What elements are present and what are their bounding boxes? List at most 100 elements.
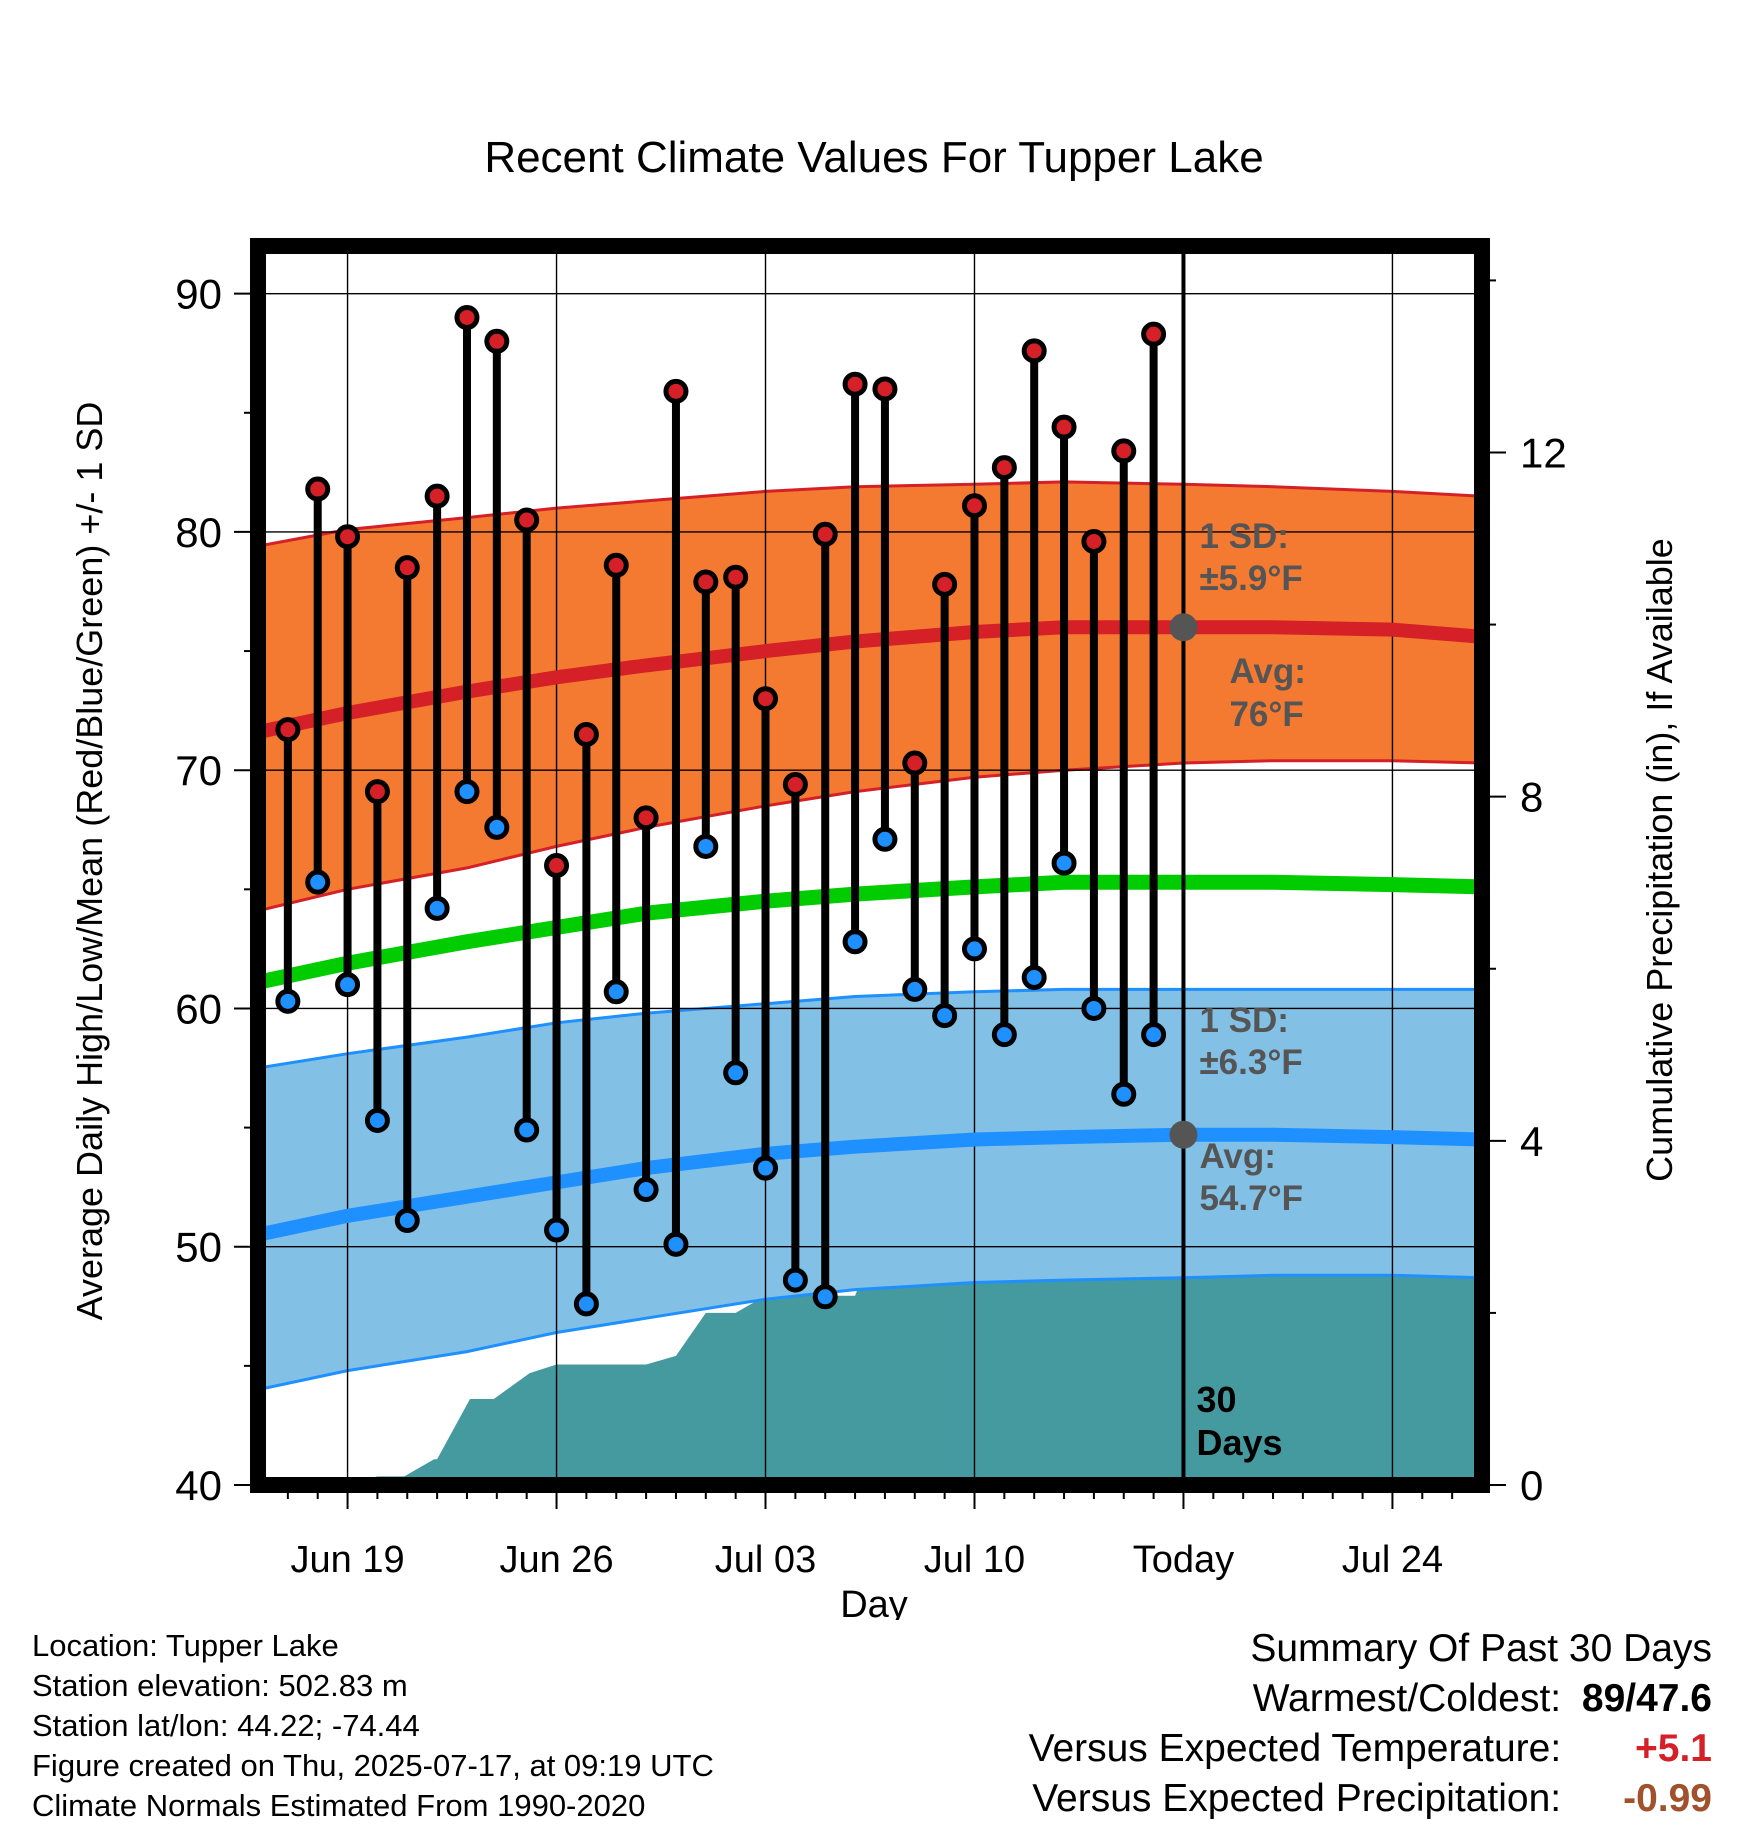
y-tick-label: 50: [175, 1224, 222, 1271]
daily-high-point: [305, 476, 331, 502]
daily-high-point: [693, 569, 719, 595]
daily-high-point: [1021, 338, 1047, 364]
daily-low-point: [902, 976, 928, 1002]
daily-high-point: [394, 555, 420, 581]
daily-low-point: [633, 1177, 659, 1203]
daily-low-point: [514, 1117, 540, 1143]
daily-low-point: [424, 895, 450, 921]
daily-high-point: [573, 721, 599, 747]
normals-text: Climate Normals Estimated From 1990-2020: [32, 1788, 646, 1823]
y2-tick-label: 8: [1520, 774, 1543, 821]
daily-high-point: [753, 686, 779, 712]
today-days-label: Days: [1196, 1422, 1282, 1463]
y2-tick-label: 4: [1520, 1118, 1543, 1165]
daily-high-point: [1051, 414, 1077, 440]
daily-observations: [275, 304, 1167, 1317]
summary-panel: Summary Of Past 30 Days Warmest/Coldest:…: [1029, 1624, 1712, 1824]
daily-low-point: [573, 1291, 599, 1317]
normal-low-band-lower: [258, 1273, 1482, 1392]
high-avg-value: 76°F: [1229, 695, 1303, 734]
daily-low-point: [544, 1217, 570, 1243]
y-tick-label: 40: [175, 1462, 222, 1509]
x-tick-label: Today: [1133, 1539, 1234, 1581]
daily-low-point: [364, 1107, 390, 1133]
daily-low-point: [872, 826, 898, 852]
daily-high-point: [872, 376, 898, 402]
daily-high-point: [723, 564, 749, 590]
normal-low-band-upper: [258, 987, 1482, 1070]
daily-high-point: [633, 805, 659, 831]
y-tick-label: 90: [175, 271, 222, 318]
latlon-text: Station lat/lon: 44.22; -74.44: [32, 1708, 420, 1743]
daily-low-point: [275, 988, 301, 1014]
temp-departure-label: Versus Expected Temperature:: [1028, 1727, 1562, 1770]
daily-low-point: [753, 1155, 779, 1181]
daily-low-point: [1111, 1081, 1137, 1107]
low-avg-value: 54.7°F: [1199, 1179, 1303, 1218]
daily-high-point: [782, 771, 808, 797]
high-avg-label: Avg:: [1229, 652, 1305, 691]
today-days-label: 30: [1196, 1379, 1236, 1420]
y-axis-label: Average Daily High/Low/Mean (Red/Blue/Gr…: [69, 402, 110, 1321]
precip-departure-label: Versus Expected Precipitation:: [1032, 1777, 1562, 1820]
daily-low-point: [335, 972, 361, 998]
daily-low-point: [932, 1003, 958, 1029]
high-sd-value: ±5.9°F: [1199, 559, 1302, 598]
daily-low-point: [484, 814, 510, 840]
daily-low-point: [693, 833, 719, 859]
climate-chart: Recent Climate Values For Tupper Lake 1 …: [69, 133, 1680, 1620]
daily-high-point: [335, 524, 361, 550]
daily-high-point: [275, 717, 301, 743]
daily-low-point: [1051, 850, 1077, 876]
location-text: Location: Tupper Lake: [32, 1628, 339, 1663]
daily-low-point: [1021, 964, 1047, 990]
daily-high-point: [663, 378, 689, 404]
normal-low-band: [258, 989, 1482, 1390]
temp-departure-value: +5.1: [1635, 1727, 1712, 1770]
daily-high-point: [484, 328, 510, 354]
station-info: Location: Tupper Lake Station elevation:…: [32, 1626, 714, 1826]
daily-high-point: [902, 750, 928, 776]
daily-high-point: [364, 779, 390, 805]
daily-high-point: [424, 483, 450, 509]
daily-high-point: [544, 853, 570, 878]
daily-high-point: [454, 304, 480, 330]
daily-high-point: [1111, 438, 1137, 464]
daily-low-point: [991, 1022, 1017, 1048]
warmest-value: 89/47.6: [1581, 1677, 1712, 1720]
daily-low-point: [782, 1267, 808, 1293]
daily-low-point: [603, 979, 629, 1005]
created-text: Figure created on Thu, 2025-07-17, at 09…: [32, 1748, 714, 1783]
normal-high-band: [258, 481, 1482, 911]
summary-temp-row: Versus Expected Temperature: +5.1: [1029, 1724, 1712, 1774]
daily-low-point: [1081, 995, 1107, 1021]
daily-low-point: [842, 929, 868, 955]
daily-low-point: [663, 1231, 689, 1257]
warmest-label: Warmest/Coldest:: [1252, 1677, 1562, 1720]
low-sd-value: ±6.3°F: [1199, 1043, 1302, 1082]
daily-low-point: [812, 1284, 838, 1310]
daily-low-point: [723, 1060, 749, 1086]
plot-frame: [250, 238, 1490, 1493]
daily-high-point: [1081, 528, 1107, 554]
daily-high-point: [1141, 321, 1167, 347]
daily-low-point: [305, 869, 331, 895]
today-avg-low-marker: [1169, 1120, 1198, 1149]
today-avg-high-marker: [1169, 613, 1198, 642]
y-tick-label: 80: [175, 509, 222, 556]
precip-departure-value: -0.99: [1623, 1777, 1712, 1820]
x-tick-label: Jun 19: [291, 1539, 405, 1581]
x-tick-label: Jun 26: [499, 1539, 613, 1581]
low-avg-label: Avg:: [1199, 1137, 1275, 1176]
x-tick-label: Jul 03: [715, 1539, 816, 1581]
y2-axis-label: Cumulative Precipitation (in), If Availa…: [1639, 538, 1680, 1182]
daily-low-point: [394, 1208, 420, 1234]
daily-low-point: [961, 936, 987, 962]
x-tick-label: Jul 10: [924, 1539, 1025, 1581]
summary-precip-row: Versus Expected Precipitation: -0.99: [1029, 1774, 1712, 1824]
y-tick-label: 60: [175, 985, 222, 1032]
x-axis-label: Day: [840, 1584, 908, 1620]
daily-high-point: [842, 371, 868, 397]
chart-title: Recent Climate Values For Tupper Lake: [484, 133, 1263, 182]
